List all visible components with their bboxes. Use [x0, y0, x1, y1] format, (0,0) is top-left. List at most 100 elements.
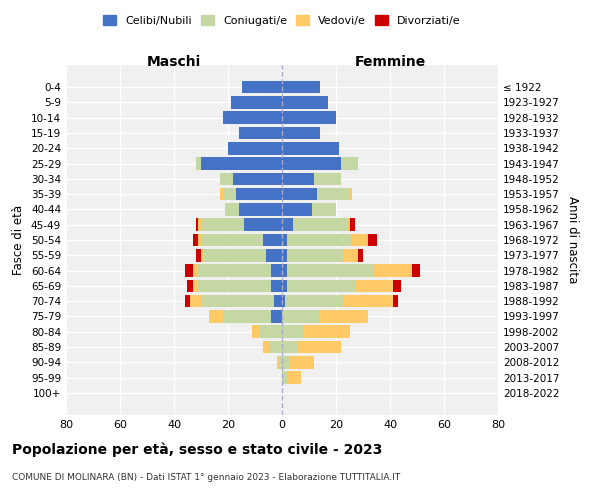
Bar	[282, 234, 287, 246]
Bar	[271, 310, 282, 322]
Bar	[223, 188, 236, 200]
Bar	[290, 356, 314, 368]
Bar	[412, 264, 420, 277]
Bar	[198, 218, 201, 231]
Bar	[374, 264, 412, 277]
Legend: Celibi/Nubili, Coniugati/e, Vedovi/e, Divorziati/e: Celibi/Nubili, Coniugati/e, Vedovi/e, Di…	[99, 10, 465, 30]
Bar	[282, 295, 285, 308]
Bar	[312, 203, 336, 215]
Bar	[282, 372, 287, 384]
Text: Femmine: Femmine	[355, 55, 425, 69]
Bar	[185, 264, 193, 277]
Bar	[344, 295, 393, 308]
Bar	[282, 356, 290, 368]
Bar	[287, 249, 344, 262]
Bar	[201, 295, 274, 308]
Bar	[282, 142, 338, 154]
Bar	[282, 81, 320, 94]
Bar	[233, 172, 282, 185]
Bar	[209, 310, 223, 322]
Bar	[347, 218, 349, 231]
Bar	[355, 280, 393, 292]
Bar	[271, 264, 282, 277]
Bar	[271, 280, 282, 292]
Bar	[263, 340, 269, 353]
Bar	[314, 172, 341, 185]
Bar	[285, 295, 344, 308]
Bar	[368, 234, 377, 246]
Bar	[193, 280, 198, 292]
Y-axis label: Fasce di età: Fasce di età	[13, 205, 25, 275]
Bar	[317, 188, 349, 200]
Bar	[282, 172, 314, 185]
Bar	[223, 112, 282, 124]
Bar	[282, 264, 287, 277]
Bar	[293, 218, 347, 231]
Bar	[196, 249, 201, 262]
Bar	[344, 249, 358, 262]
Bar	[204, 249, 266, 262]
Bar	[282, 127, 320, 140]
Bar	[230, 96, 282, 108]
Bar	[201, 249, 204, 262]
Bar	[239, 127, 282, 140]
Bar	[287, 372, 301, 384]
Bar	[196, 158, 201, 170]
Bar	[201, 234, 263, 246]
Bar	[341, 158, 358, 170]
Bar	[282, 340, 298, 353]
Bar	[236, 188, 282, 200]
Bar	[349, 188, 352, 200]
Bar	[298, 340, 341, 353]
Bar	[282, 280, 287, 292]
Bar	[280, 356, 282, 368]
Bar	[220, 188, 223, 200]
Text: Maschi: Maschi	[147, 55, 201, 69]
Bar	[277, 356, 280, 368]
Bar	[185, 295, 190, 308]
Text: Popolazione per età, sesso e stato civile - 2023: Popolazione per età, sesso e stato civil…	[12, 442, 382, 457]
Bar	[287, 280, 355, 292]
Bar	[220, 172, 233, 185]
Bar	[244, 218, 282, 231]
Y-axis label: Anni di nascita: Anni di nascita	[566, 196, 579, 284]
Bar	[282, 158, 341, 170]
Bar	[287, 234, 352, 246]
Bar	[193, 264, 198, 277]
Bar	[252, 326, 260, 338]
Bar	[239, 203, 282, 215]
Bar	[196, 218, 198, 231]
Bar	[198, 264, 271, 277]
Bar	[287, 264, 374, 277]
Bar	[266, 249, 282, 262]
Bar	[226, 203, 239, 215]
Text: COMUNE DI MOLINARA (BN) - Dati ISTAT 1° gennaio 2023 - Elaborazione TUTTITALIA.I: COMUNE DI MOLINARA (BN) - Dati ISTAT 1° …	[12, 472, 400, 482]
Bar	[352, 234, 368, 246]
Bar	[282, 326, 304, 338]
Bar	[198, 234, 201, 246]
Bar	[274, 295, 282, 308]
Bar	[201, 218, 244, 231]
Bar	[187, 280, 193, 292]
Bar	[198, 280, 271, 292]
Bar	[282, 249, 287, 262]
Bar	[304, 326, 350, 338]
Bar	[201, 158, 282, 170]
Bar	[190, 295, 201, 308]
Bar	[393, 280, 401, 292]
Bar	[349, 218, 355, 231]
Bar	[241, 81, 282, 94]
Bar	[228, 142, 282, 154]
Bar	[358, 249, 363, 262]
Bar	[260, 326, 282, 338]
Bar	[193, 234, 198, 246]
Bar	[282, 96, 328, 108]
Bar	[263, 234, 282, 246]
Bar	[282, 188, 317, 200]
Bar	[269, 340, 282, 353]
Bar	[393, 295, 398, 308]
Bar	[223, 310, 271, 322]
Bar	[282, 218, 293, 231]
Bar	[282, 310, 320, 322]
Bar	[282, 203, 312, 215]
